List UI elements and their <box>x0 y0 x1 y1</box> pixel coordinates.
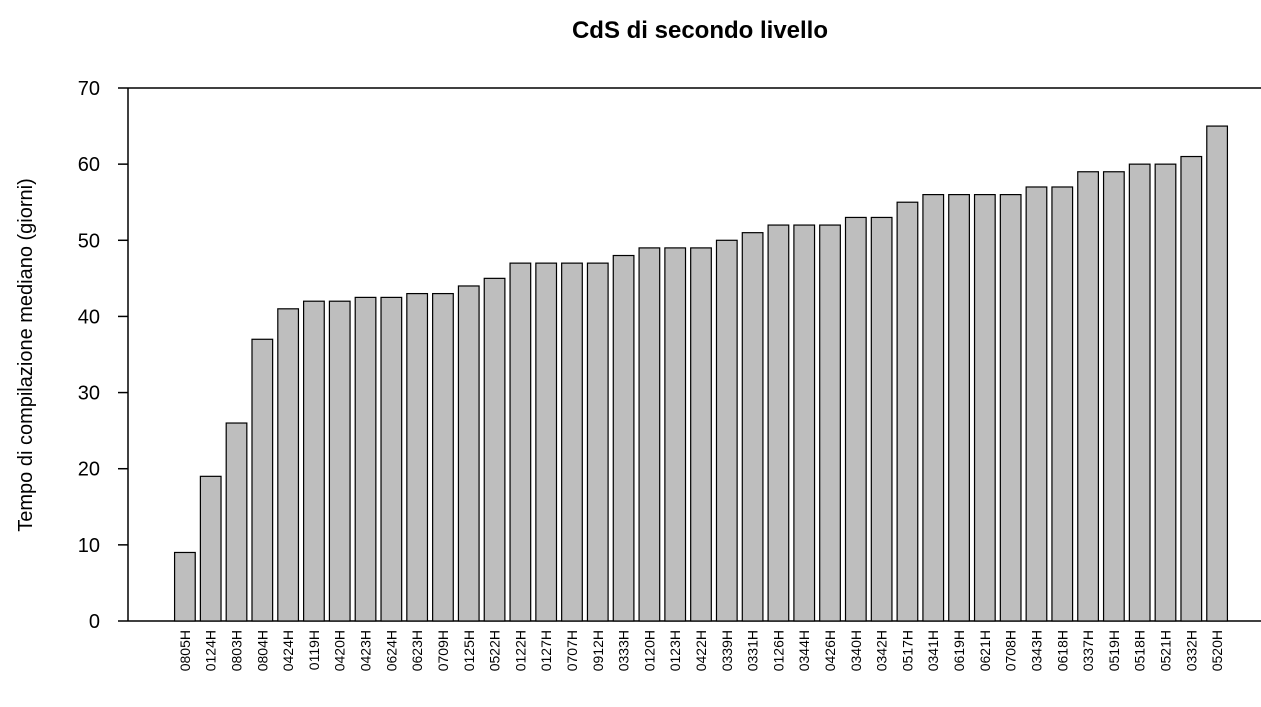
y-tick-label: 10 <box>78 535 100 557</box>
bar <box>896 201 919 622</box>
x-tick-label: 0804H <box>254 630 270 671</box>
bar <box>483 277 506 622</box>
bar <box>1025 186 1048 622</box>
y-axis-label: Tempo di compilazione mediano (giorni) <box>15 178 37 532</box>
bar <box>999 194 1022 622</box>
x-tick-label: 0342H <box>874 630 890 671</box>
bar <box>225 422 248 622</box>
bar <box>612 254 635 622</box>
x-tick-label: 0332H <box>1183 630 1199 671</box>
x-tick-label: 0423H <box>358 630 374 671</box>
y-tick-label: 20 <box>78 459 100 481</box>
bar <box>303 300 325 622</box>
bar <box>432 292 454 622</box>
y-tick-label: 60 <box>78 154 100 176</box>
x-tick-label: 0124H <box>203 630 219 671</box>
x-tick-label: 0127H <box>538 630 554 671</box>
x-tick-label: 0518H <box>1132 630 1148 671</box>
x-tick-label: 0343H <box>1028 630 1044 671</box>
bar <box>1206 125 1229 622</box>
bar <box>1180 155 1203 622</box>
bar <box>251 338 274 622</box>
bar <box>561 262 583 622</box>
bar <box>1102 171 1125 622</box>
x-tick-label: 0623H <box>409 630 425 671</box>
x-tick-label: 0333H <box>616 630 632 671</box>
bar <box>354 296 377 622</box>
bar <box>1051 186 1074 622</box>
x-tick-label: 0120H <box>641 630 657 671</box>
x-tick-label: 0339H <box>719 630 735 671</box>
bar <box>819 224 841 622</box>
bar <box>638 247 661 622</box>
x-tick-label: 0521H <box>1157 630 1173 671</box>
bar <box>1077 171 1099 622</box>
x-tick-label: 0426H <box>822 630 838 671</box>
x-tick-label: 0119H <box>306 630 322 670</box>
bar <box>586 262 609 622</box>
bar <box>690 247 712 622</box>
x-tick-label: 0912H <box>590 630 606 671</box>
x-tick-label: 0424H <box>280 630 296 671</box>
bar <box>535 262 558 622</box>
x-tick-label: 0624H <box>383 630 399 671</box>
bar <box>277 308 300 622</box>
bar <box>509 262 532 622</box>
x-tick-label: 0420H <box>332 630 348 671</box>
x-tick-label: 0337H <box>1080 630 1096 671</box>
x-tick-label: 0520H <box>1209 630 1225 671</box>
bar <box>328 300 351 622</box>
bar <box>973 194 996 622</box>
bar <box>664 247 687 622</box>
y-tick-label: 70 <box>78 78 100 100</box>
bar <box>199 475 222 622</box>
bar <box>948 194 970 622</box>
x-tick-label: 0340H <box>848 630 864 671</box>
x-tick-label: 0709H <box>435 630 451 671</box>
bar <box>457 285 480 622</box>
x-tick-label: 0517H <box>899 630 915 671</box>
x-tick-label: 0708H <box>1003 630 1019 671</box>
bar <box>741 232 764 622</box>
chart-title: CdS di secondo livello <box>572 17 828 44</box>
bar <box>870 216 893 622</box>
bar <box>380 296 403 622</box>
x-tick-label: 0422H <box>693 630 709 671</box>
x-tick-label: 0123H <box>667 630 683 671</box>
x-tick-label: 0125H <box>461 630 477 671</box>
bar <box>1154 163 1177 622</box>
x-tick-label: 0803H <box>229 630 245 671</box>
x-tick-label: 0805H <box>177 630 193 671</box>
x-tick-label: 0331H <box>745 630 761 671</box>
x-tick-label: 0618H <box>1054 630 1070 671</box>
x-tick-label: 0122H <box>512 630 528 671</box>
bar <box>793 224 816 622</box>
bar <box>844 216 867 622</box>
bar <box>767 224 790 622</box>
x-tick-label: 0341H <box>925 630 941 671</box>
x-tick-label: 0619H <box>951 630 967 671</box>
x-tick-label: 0621H <box>977 630 993 671</box>
x-tick-label: 0519H <box>1106 630 1122 671</box>
x-tick-label: 0344H <box>796 630 812 671</box>
bar <box>922 194 945 622</box>
x-tick-label: 0126H <box>770 630 786 671</box>
y-tick-label: 0 <box>89 611 100 633</box>
x-tick-label: 0707H <box>564 630 580 671</box>
y-tick-label: 40 <box>78 306 100 328</box>
x-tick-label: 0522H <box>487 630 503 671</box>
bar <box>1128 163 1151 622</box>
y-tick-label: 30 <box>78 383 100 405</box>
bar <box>406 292 429 622</box>
bar <box>173 551 196 622</box>
bar <box>715 239 738 622</box>
y-tick-label: 50 <box>78 230 100 252</box>
